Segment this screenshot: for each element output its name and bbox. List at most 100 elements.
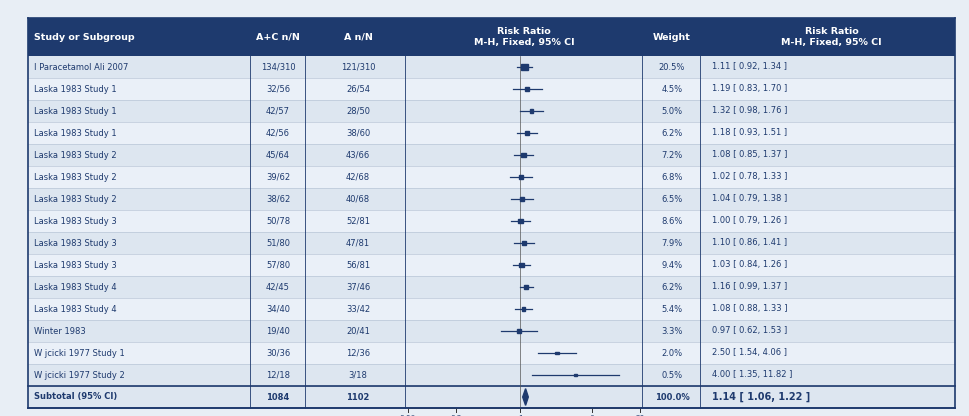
Text: 1.19 [ 0.83, 1.70 ]: 1.19 [ 0.83, 1.70 ] bbox=[711, 84, 787, 94]
Bar bbox=[28, 298, 954, 320]
Text: 1.08 [ 0.85, 1.37 ]: 1.08 [ 0.85, 1.37 ] bbox=[711, 151, 787, 159]
Text: 42/45: 42/45 bbox=[266, 282, 290, 292]
Text: 5.4%: 5.4% bbox=[661, 305, 682, 314]
Bar bbox=[519, 197, 523, 201]
Text: 51/80: 51/80 bbox=[266, 238, 290, 248]
Bar bbox=[28, 364, 954, 386]
Text: 0.2: 0.2 bbox=[450, 415, 461, 416]
Bar bbox=[28, 386, 954, 408]
Text: 7.9%: 7.9% bbox=[661, 238, 682, 248]
Text: 1.32 [ 0.98, 1.76 ]: 1.32 [ 0.98, 1.76 ] bbox=[711, 106, 787, 116]
Text: 43/66: 43/66 bbox=[346, 151, 370, 159]
Text: 7.2%: 7.2% bbox=[661, 151, 682, 159]
Text: 1.08 [ 0.88, 1.33 ]: 1.08 [ 0.88, 1.33 ] bbox=[711, 305, 787, 314]
Bar bbox=[28, 276, 954, 298]
Text: M-H, Fixed, 95% CI: M-H, Fixed, 95% CI bbox=[780, 39, 881, 47]
Text: Laska 1983 Study 2: Laska 1983 Study 2 bbox=[34, 173, 116, 181]
Bar bbox=[28, 100, 954, 122]
Text: 38/62: 38/62 bbox=[266, 195, 290, 203]
Text: Laska 1983 Study 2: Laska 1983 Study 2 bbox=[34, 151, 116, 159]
Text: 50/78: 50/78 bbox=[266, 216, 290, 225]
Text: 19/40: 19/40 bbox=[266, 327, 290, 335]
Text: 34/40: 34/40 bbox=[266, 305, 290, 314]
Polygon shape bbox=[522, 389, 528, 405]
Text: 6.8%: 6.8% bbox=[661, 173, 682, 181]
Bar bbox=[516, 329, 520, 332]
Text: 1.14 [ 1.06, 1.22 ]: 1.14 [ 1.06, 1.22 ] bbox=[711, 392, 809, 402]
Bar bbox=[520, 153, 525, 157]
Text: 28/50: 28/50 bbox=[346, 106, 369, 116]
Text: 0.5%: 0.5% bbox=[661, 371, 682, 379]
Bar bbox=[529, 109, 533, 113]
Text: 1.10 [ 0.86, 1.41 ]: 1.10 [ 0.86, 1.41 ] bbox=[711, 238, 786, 248]
Text: 56/81: 56/81 bbox=[346, 260, 370, 270]
Text: 42/56: 42/56 bbox=[266, 129, 290, 138]
Text: 1.03 [ 0.84, 1.26 ]: 1.03 [ 0.84, 1.26 ] bbox=[711, 260, 787, 270]
Text: 3/18: 3/18 bbox=[348, 371, 367, 379]
Text: Laska 1983 Study 3: Laska 1983 Study 3 bbox=[34, 260, 116, 270]
Text: Laska 1983 Study 4: Laska 1983 Study 4 bbox=[34, 282, 116, 292]
Text: 2.50 [ 1.54, 4.06 ]: 2.50 [ 1.54, 4.06 ] bbox=[711, 349, 786, 357]
Text: 3.3%: 3.3% bbox=[661, 327, 682, 335]
Text: 1.16 [ 0.99, 1.37 ]: 1.16 [ 0.99, 1.37 ] bbox=[711, 282, 787, 292]
Bar bbox=[28, 320, 954, 342]
Text: 6.2%: 6.2% bbox=[661, 129, 682, 138]
Text: W jcicki 1977 Study 2: W jcicki 1977 Study 2 bbox=[34, 371, 125, 379]
Text: Laska 1983 Study 2: Laska 1983 Study 2 bbox=[34, 195, 116, 203]
Bar bbox=[28, 342, 954, 364]
Text: Laska 1983 Study 4: Laska 1983 Study 4 bbox=[34, 305, 116, 314]
Text: 37/46: 37/46 bbox=[346, 282, 370, 292]
Text: 42/57: 42/57 bbox=[266, 106, 290, 116]
Bar bbox=[520, 64, 527, 70]
Text: M-H, Fixed, 95% CI: M-H, Fixed, 95% CI bbox=[473, 39, 574, 47]
Text: 42/68: 42/68 bbox=[346, 173, 370, 181]
Text: A n/N: A n/N bbox=[343, 32, 372, 42]
Text: A+C n/N: A+C n/N bbox=[256, 32, 299, 42]
Text: Risk Ratio: Risk Ratio bbox=[496, 27, 550, 35]
Bar bbox=[521, 241, 526, 245]
Text: 6.5%: 6.5% bbox=[661, 195, 682, 203]
Text: Laska 1983 Study 1: Laska 1983 Study 1 bbox=[34, 84, 116, 94]
Text: 1.00 [ 0.79, 1.26 ]: 1.00 [ 0.79, 1.26 ] bbox=[711, 216, 786, 225]
Text: 8.6%: 8.6% bbox=[661, 216, 682, 225]
Text: 5.0%: 5.0% bbox=[661, 106, 682, 116]
Bar bbox=[28, 210, 954, 232]
Text: 121/310: 121/310 bbox=[340, 62, 375, 72]
Text: 12/36: 12/36 bbox=[346, 349, 370, 357]
Text: 45/64: 45/64 bbox=[266, 151, 290, 159]
Text: 32/56: 32/56 bbox=[266, 84, 290, 94]
Text: 39/62: 39/62 bbox=[266, 173, 290, 181]
Bar bbox=[525, 87, 528, 91]
Bar bbox=[28, 122, 954, 144]
Bar bbox=[28, 18, 954, 56]
Text: Laska 1983 Study 1: Laska 1983 Study 1 bbox=[34, 129, 116, 138]
Text: 1.02 [ 0.78, 1.33 ]: 1.02 [ 0.78, 1.33 ] bbox=[711, 173, 787, 181]
Text: 9.4%: 9.4% bbox=[661, 260, 682, 270]
Text: 20.5%: 20.5% bbox=[658, 62, 684, 72]
Text: 4.00 [ 1.35, 11.82 ]: 4.00 [ 1.35, 11.82 ] bbox=[711, 371, 792, 379]
Text: 1: 1 bbox=[517, 415, 522, 416]
Bar bbox=[518, 263, 523, 267]
Bar bbox=[524, 131, 528, 135]
Text: 1102: 1102 bbox=[346, 393, 369, 401]
Bar bbox=[28, 188, 954, 210]
Text: 33/42: 33/42 bbox=[346, 305, 370, 314]
Bar bbox=[28, 56, 954, 78]
Text: 38/60: 38/60 bbox=[346, 129, 370, 138]
Text: 12/18: 12/18 bbox=[266, 371, 290, 379]
Bar bbox=[574, 374, 577, 376]
Text: 6.2%: 6.2% bbox=[661, 282, 682, 292]
Text: 1084: 1084 bbox=[266, 393, 290, 401]
Text: W jcicki 1977 Study 1: W jcicki 1977 Study 1 bbox=[34, 349, 125, 357]
Bar bbox=[28, 166, 954, 188]
Text: 4.5%: 4.5% bbox=[661, 84, 682, 94]
Text: Risk Ratio: Risk Ratio bbox=[804, 27, 858, 35]
Text: 2.0%: 2.0% bbox=[661, 349, 682, 357]
Text: 40/68: 40/68 bbox=[346, 195, 370, 203]
Bar bbox=[28, 144, 954, 166]
Text: 100.0%: 100.0% bbox=[654, 393, 689, 401]
Bar bbox=[555, 352, 558, 354]
Text: Laska 1983 Study 3: Laska 1983 Study 3 bbox=[34, 216, 116, 225]
Text: 52/81: 52/81 bbox=[346, 216, 369, 225]
Bar bbox=[521, 307, 525, 311]
